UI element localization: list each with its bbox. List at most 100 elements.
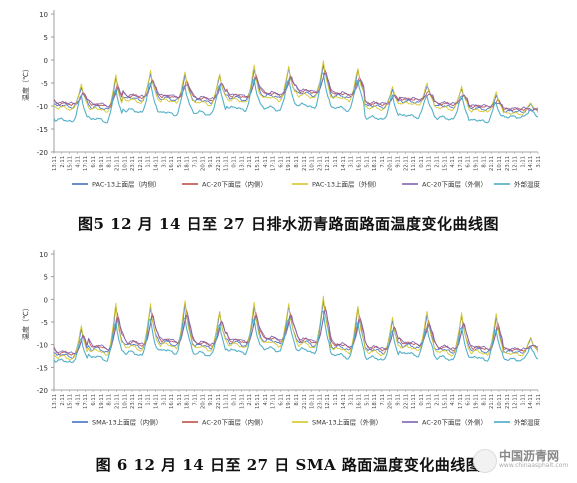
fig6-x-tick-label: 17:11 [83,394,89,409]
fig5-x-tick-label: 5:11 [364,156,370,168]
fig5-x-tick-label: 22:11 [216,156,222,171]
fig6-x-tick-label: 11:11 [224,394,230,409]
fig5-legend-label-3: PAC-13上面层（外侧） [312,180,381,189]
fig6-x-tick-label: 0:11 [232,394,238,406]
fig5-x-tick-label: 12:11 [138,156,144,171]
fig5-x-tick-label: 21:11 [114,156,120,171]
fig5-x-tick-label: 1:11 [333,156,339,168]
fig6-x-tick-label: 13:11 [427,394,433,409]
fig6-x-tick-label: 7:11 [380,394,386,406]
fig5-x-tick-label: 6:11 [91,156,97,168]
fig6-x-tick-label: 2:11 [60,394,66,406]
fig5-x-tick-label: 7:11 [380,156,386,168]
fig5-x-tick-label: 6:11 [466,156,472,168]
fig6-y-tick-label: -5 [41,319,48,327]
fig5-x-tick-label: 4:11 [263,156,269,168]
fig5-x-tick-label: 1:11 [146,156,152,168]
fig6-legend-label-2: AC-20下面层（内侧） [202,418,267,427]
fig5-x-tick-label: 10:11 [122,156,128,171]
fig6-x-tick-label: 6:11 [278,394,284,406]
fig6-x-tick-label: 19:11 [99,394,105,409]
fig5-x-tick-label: 14:11 [341,156,347,171]
fig6-x-tick-label: 21:11 [302,394,308,409]
fig6-legend-label-5: 外部温度 [514,418,541,427]
fig5-y-tick-label: -10 [37,103,48,111]
fig6-x-tick-label: 11:11 [411,394,417,409]
fig6-x-tick-label: 19:11 [286,394,292,409]
watermark-title: 中国沥青网 [499,449,560,463]
fig5-x-tick-label: 23:11 [317,156,323,171]
fig5-x-tick-label: 19:11 [99,156,105,171]
fig6-x-tick-label: 5:11 [177,394,183,406]
fig5-x-tick-label: 4:11 [450,156,456,168]
fig5-y-tick-label: -15 [37,126,48,134]
fig5-x-tick-label: 17:11 [271,156,277,171]
fig5-x-tick-label: 10:11 [310,156,316,171]
fig5-y-axis-label: 温度（℃） [21,65,30,101]
fig5-y-tick-label: -5 [41,80,48,88]
fig5-x-tick-label: 17:11 [458,156,464,171]
fig5-x-tick-label: 10:11 [497,156,503,171]
fig6-x-tick-label: 10:11 [122,394,128,409]
fig6-x-tick-label: 20:11 [200,394,206,409]
fig6-x-tick-label: 22:11 [403,394,409,409]
fig6-x-tick-label: 16:11 [169,394,175,409]
fig5-x-tick-label: 22:11 [403,156,409,171]
fig6-x-tick-label: 4:11 [450,394,456,406]
fig6-y-axis-label: 温度（℃） [21,304,30,340]
fig6-x-tick-label: 22:11 [216,394,222,409]
fig5-x-tick-label: 21:11 [302,156,308,171]
fig5-x-tick-label: 20:11 [200,156,206,171]
fig6-y-tick-label: -20 [37,387,48,395]
fig6-series-line-3 [53,295,539,361]
fig6-x-tick-label: 1:11 [520,394,526,406]
fig6-x-tick-label: 3:11 [536,394,542,406]
watermark-globe-icon [473,449,497,473]
fig6-y-tick-label: -10 [37,342,48,350]
fig6-x-tick-label: 21:11 [489,394,495,409]
fig6-x-tick-label: 8:11 [481,394,487,406]
fig5-series-line-5 [53,72,539,124]
fig5-x-tick-label: 23:11 [130,156,136,171]
fig5-legend-label-4: AC-20下面层（外侧） [422,180,487,189]
fig5-x-tick-label: 7:11 [193,156,199,168]
fig6-x-tick-label: 12:11 [138,394,144,409]
fig6-x-tick-label: 10:11 [310,394,316,409]
fig5-x-tick-label: 2:11 [435,156,441,168]
fig6-x-tick-label: 18:11 [185,394,191,409]
fig5-y-tick-label: 10 [39,11,48,19]
watermark-logo: 中国沥青网 www.chinaasphalt.com [473,447,569,475]
fig5-x-tick-label: 8:11 [481,156,487,168]
fig6-y-tick-label: 10 [39,251,48,259]
fig6-x-tick-label: 19:11 [474,394,480,409]
fig6-x-tick-label: 4:11 [75,394,81,406]
fig5-series-line-4 [53,72,539,112]
fig5-x-tick-label: 15:11 [442,156,448,171]
fig5-x-tick-label: 13:11 [239,156,245,171]
fig6-x-tick-label: 8:11 [294,394,300,406]
fig6-x-tick-label: 10:11 [497,394,503,409]
fig5-x-tick-label: 9:11 [208,156,214,168]
fig6-x-tick-label: 16:11 [356,394,362,409]
fig5-x-tick-label: 17:11 [83,156,89,171]
fig5-x-tick-label: 18:11 [372,156,378,171]
fig5-x-tick-label: 8:11 [294,156,300,168]
fig6-x-tick-label: 15:11 [68,394,74,409]
fig6-x-tick-label: 13:11 [239,394,245,409]
fig5-x-tick-label: 0:11 [419,156,425,168]
fig6-x-tick-label: 17:11 [458,394,464,409]
fig5-x-tick-label: 11:11 [224,156,230,171]
fig6-x-tick-label: 2:11 [247,394,253,406]
fig6-x-tick-label: 14:11 [153,394,159,409]
fig5-x-tick-label: 19:11 [286,156,292,171]
chart-figure-6: -20 -15 -10 -5 0 5 10 温度（℃） 13:11 2:11 15:11 4:11 17… [0,240,577,450]
fig6-x-tick-label: 13:11 [52,394,58,409]
figure-5-caption: 图5 12 月 14 日至 27 日排水沥青路面路面温度变化曲线图 [78,215,499,233]
fig5-y-tick-label: -20 [37,149,48,157]
fig5-x-tick-label: 3:11 [161,156,167,168]
fig6-x-tick-label: 9:11 [395,394,401,406]
fig5-x-tick-label: 13:11 [52,156,58,171]
fig5-x-tick-label: 4:11 [75,156,81,168]
